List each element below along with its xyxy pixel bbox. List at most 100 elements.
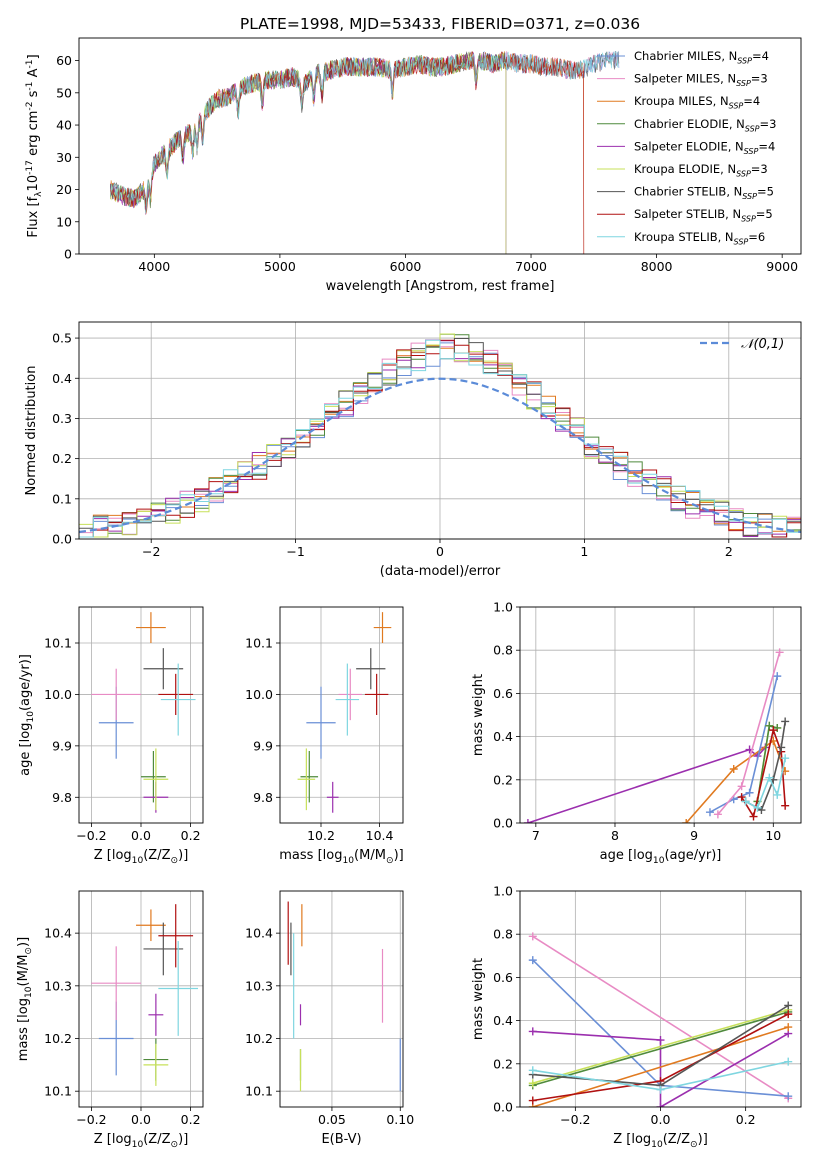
weight-marker xyxy=(656,1103,665,1107)
y-axis-label: mass weight xyxy=(471,958,486,1040)
x-tick-label: −1 xyxy=(286,544,304,559)
y-tick-label: 1.0 xyxy=(493,600,513,615)
legend-label: Chabrier MILES, NSSP=4 xyxy=(634,49,769,65)
x-tick-label: 0.10 xyxy=(386,1112,414,1127)
weight-line xyxy=(685,739,786,823)
y-tick-label: 0.4 xyxy=(493,729,513,744)
y-tick-label: 10.1 xyxy=(245,636,273,651)
y-tick-label: 0 xyxy=(64,247,72,262)
spectrum-panel: 4000 5000 6000 7000 8000 9000 0 10 20 30 40 50 60 wav… xyxy=(25,37,802,294)
weight-marker xyxy=(753,803,762,812)
x-tick-label: 0 xyxy=(436,544,444,559)
y-tick-label: 30 xyxy=(56,150,72,165)
age_vs_Z-panel: −0.2 0.0 0.2 9.8 9.9 10.0 10.1 Z [log10(Z/Z⊙)] a… xyxy=(18,606,204,866)
weight-marker xyxy=(737,782,746,791)
x-tick-label: 1 xyxy=(580,544,588,559)
y-tick-label: 0.5 xyxy=(52,331,72,346)
weight-marker xyxy=(749,812,758,821)
y-tick-label: 10.0 xyxy=(44,687,72,702)
y-tick-label: 10.1 xyxy=(44,636,72,651)
y-tick-label: 10.0 xyxy=(245,687,273,702)
weight-line xyxy=(532,1030,789,1107)
x-tick-label: 5000 xyxy=(264,259,296,274)
legend-label: Kroupa MILES, NSSP=4 xyxy=(634,94,760,110)
x-tick-label: 9000 xyxy=(766,259,798,274)
y-tick-label: 0.0 xyxy=(493,1100,513,1115)
weight-marker xyxy=(765,721,774,730)
weight-marker xyxy=(528,1096,537,1105)
legend-label: Chabrier STELIB, NSSP=5 xyxy=(634,185,774,201)
x-axis-label: Z [log10(Z/Z⊙)] xyxy=(613,1132,708,1150)
y-tick-label: 0.2 xyxy=(52,451,72,466)
x-tick-label: 0.2 xyxy=(181,828,201,843)
y-tick-label: 10.4 xyxy=(44,926,72,941)
mass_weight_vs_Z-panel: −0.2 0.0 0.2 0.0 0.2 0.4 0.6 0.8 1.0 Z [log10(Z/Z… xyxy=(471,884,802,1150)
x-tick-label: 8000 xyxy=(641,259,673,274)
y-tick-label: 0.0 xyxy=(52,532,72,547)
y-tick-label: 0.6 xyxy=(493,686,513,701)
weight-marker xyxy=(713,810,722,819)
x-tick-label: 8 xyxy=(611,828,619,843)
plot-area xyxy=(523,648,790,823)
weight-line xyxy=(532,1009,789,1084)
y-tick-label: 0.4 xyxy=(52,371,72,386)
y-tick-label: 9.8 xyxy=(253,790,273,805)
weight-marker xyxy=(682,819,691,823)
axes-frame xyxy=(519,890,802,1108)
mass_weight_vs_age-panel: 7 8 9 10 0.0 0.2 0.4 0.6 0.8 1.0 age [log10(age/yr… xyxy=(471,600,802,866)
spectrum-legend: Chabrier MILES, NSSP=4 Salpeter MILES, NS… xyxy=(597,49,776,246)
weight-marker xyxy=(528,1027,537,1036)
legend-label: Kroupa ELODIE, NSSP=3 xyxy=(634,162,768,178)
y-tick-label: 0.0 xyxy=(493,816,513,831)
plot-area xyxy=(287,901,401,1092)
weight-marker xyxy=(765,773,774,782)
weight-line xyxy=(717,652,781,815)
x-tick-label: 0.2 xyxy=(736,1112,756,1127)
y-axis-label: age [log10(age/yr)] xyxy=(18,654,36,776)
y-tick-label: 0.8 xyxy=(493,643,513,658)
legend-label: Salpeter MILES, NSSP=3 xyxy=(634,72,768,88)
x-tick-label: 0.0 xyxy=(651,1112,671,1127)
weight-marker xyxy=(528,1079,537,1088)
weight-marker xyxy=(777,743,786,752)
histogram-panel: −2 −1 0 1 2 0.0 0.1 0.2 0.3 0.4 0.5 (data-model)/er… xyxy=(24,321,802,579)
weight-marker xyxy=(773,672,782,681)
x-axis-label: E(B-V) xyxy=(321,1132,361,1147)
x-tick-label: 7000 xyxy=(515,259,547,274)
spectrum-line xyxy=(110,51,620,214)
y-tick-label: 40 xyxy=(56,118,72,133)
y-tick-label: 10.3 xyxy=(245,978,273,993)
axes-frame xyxy=(78,37,802,255)
y-tick-label: 60 xyxy=(56,53,72,68)
y-tick-label: 10.1 xyxy=(44,1084,72,1099)
age_vs_mass-panel: 10.2 10.4 9.8 9.9 10.0 10.1 mass [log10(M/M⊙)] xyxy=(245,606,404,866)
weight-marker xyxy=(729,765,738,773)
y-tick-label: 0.6 xyxy=(493,970,513,985)
x-axis-label: wavelength [Angstrom, rest frame] xyxy=(326,279,555,294)
weight-marker xyxy=(784,1001,793,1010)
legend-label: Kroupa STELIB, NSSP=6 xyxy=(634,230,765,246)
y-tick-label: 20 xyxy=(56,182,72,197)
x-tick-label: 10.2 xyxy=(307,828,335,843)
weight-marker xyxy=(784,1057,793,1066)
y-tick-label: 10 xyxy=(56,214,72,229)
y-axis-label: mass [log10(M/M⊙)] xyxy=(16,937,34,1061)
legend-label: Salpeter STELIB, NSSP=5 xyxy=(634,207,773,223)
x-tick-label: −2 xyxy=(142,544,160,559)
weight-marker xyxy=(528,932,537,941)
x-tick-label: 0.0 xyxy=(131,828,151,843)
weight-marker xyxy=(781,801,790,810)
weight-marker xyxy=(784,1092,793,1101)
y-tick-label: 0.2 xyxy=(493,1056,513,1071)
weight-marker xyxy=(784,1010,793,1019)
weight-marker xyxy=(705,808,714,817)
histogram-step xyxy=(79,339,801,539)
weight-marker xyxy=(528,1066,537,1075)
x-tick-label: 0.05 xyxy=(318,1112,346,1127)
x-tick-label: 4000 xyxy=(138,259,170,274)
y-tick-label: 0.1 xyxy=(52,491,72,506)
y-tick-label: 0.4 xyxy=(493,1013,513,1028)
legend-label: Salpeter ELODIE, NSSP=4 xyxy=(634,139,775,155)
y-tick-label: 10.1 xyxy=(245,1084,273,1099)
legend-label: 𝒩(0,1) xyxy=(741,337,784,352)
